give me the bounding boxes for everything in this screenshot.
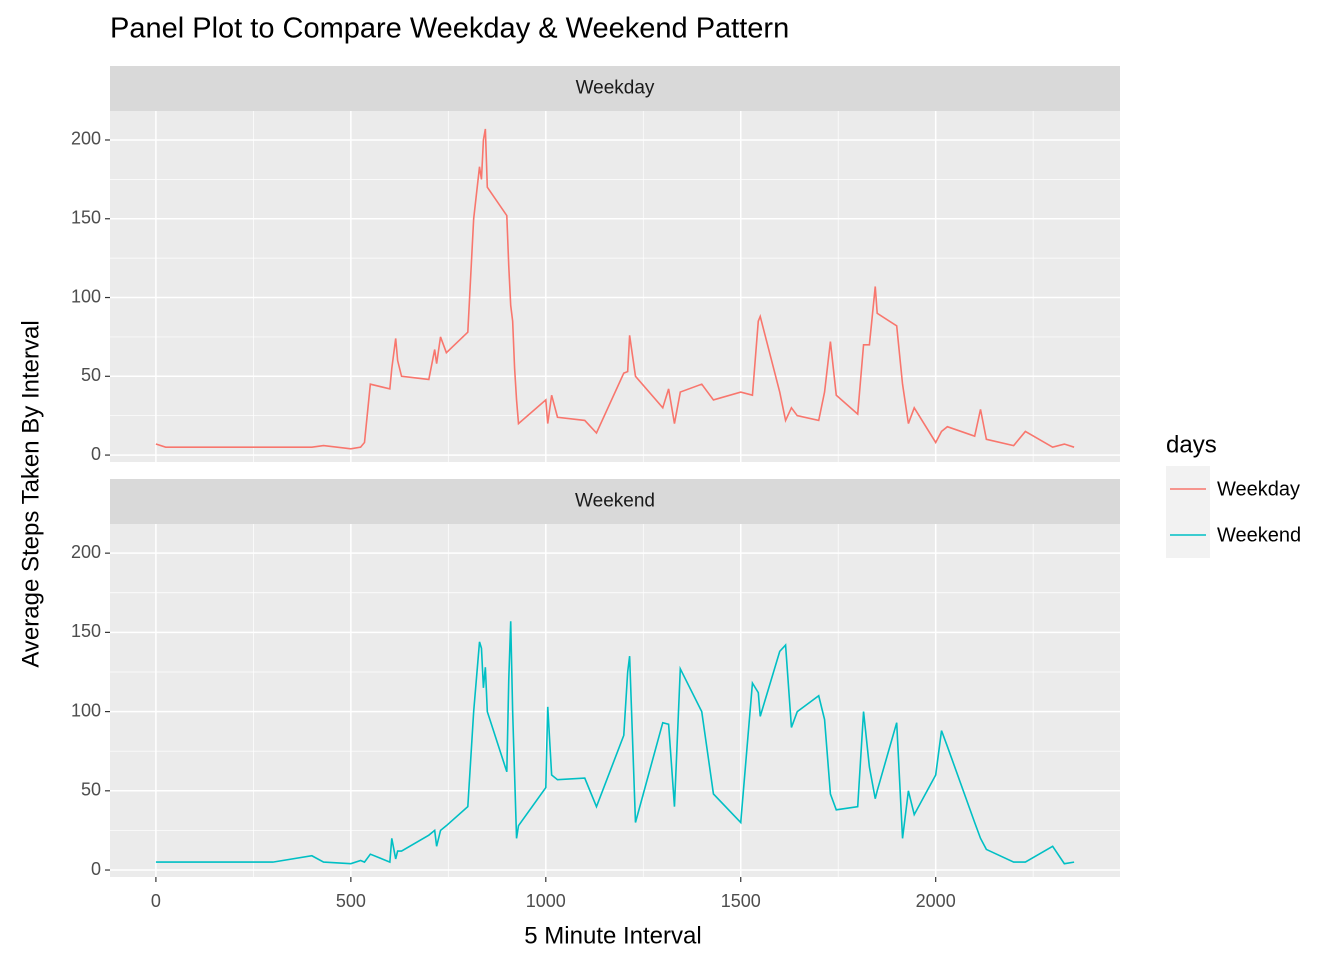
strip: [110, 479, 1120, 524]
strip-label: Weekday: [576, 78, 655, 99]
x-tick-label: 0: [151, 891, 161, 911]
y-tick-label: 100: [71, 700, 101, 720]
y-tick-label: 50: [81, 365, 101, 385]
x-tick-label: 1000: [526, 891, 566, 911]
y-tick-label: 0: [91, 444, 101, 464]
y-tick-label: 200: [71, 129, 101, 149]
series-line: [155, 128, 1075, 450]
y-tick-label: 100: [71, 286, 101, 306]
y-tick-label: 50: [81, 780, 101, 800]
y-tick-label: 200: [71, 542, 101, 562]
legend-label: Weekday: [1217, 478, 1300, 500]
strip-label: Weekend: [575, 491, 655, 512]
panel-background: [110, 524, 1120, 877]
strip: [110, 66, 1120, 111]
legend-label: Weekend: [1217, 524, 1301, 546]
y-tick-label: 150: [71, 621, 101, 641]
x-tick-label: 2000: [916, 891, 956, 911]
panel-background: [110, 111, 1120, 462]
x-tick-label: 1500: [721, 891, 761, 911]
x-tick-label: 500: [336, 891, 366, 911]
y-tick-label: 150: [71, 208, 101, 228]
x-axis-label: 5 Minute Interval: [524, 922, 701, 949]
y-axis-label: Average Steps Taken By Interval: [17, 320, 44, 667]
series-line: [155, 621, 1075, 865]
y-tick-label: 0: [91, 859, 101, 879]
legend-title: days: [1166, 431, 1217, 458]
chart-title: Panel Plot to Compare Weekday & Weekend …: [110, 13, 789, 45]
